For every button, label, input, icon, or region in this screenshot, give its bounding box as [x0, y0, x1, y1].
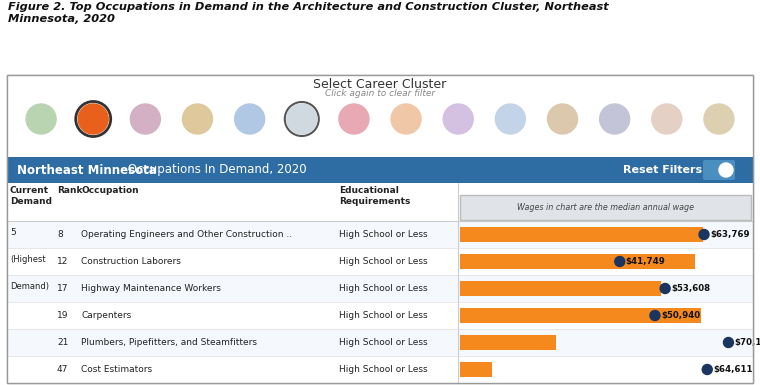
- Circle shape: [704, 104, 734, 134]
- Text: Reset Filters: Reset Filters: [623, 165, 702, 175]
- FancyBboxPatch shape: [460, 195, 751, 220]
- Circle shape: [287, 104, 317, 134]
- Text: 47: 47: [57, 365, 68, 374]
- Text: Carpenters: Carpenters: [81, 311, 131, 320]
- Text: $41,749: $41,749: [625, 257, 666, 266]
- Text: 12: 12: [57, 257, 68, 266]
- Text: (Highest: (Highest: [10, 255, 46, 264]
- FancyBboxPatch shape: [7, 248, 753, 275]
- Circle shape: [650, 310, 660, 320]
- Text: $64,611: $64,611: [713, 365, 752, 374]
- Text: Current
Demand: Current Demand: [10, 186, 52, 206]
- Circle shape: [702, 365, 712, 375]
- Text: Highway Maintenance Workers: Highway Maintenance Workers: [81, 284, 221, 293]
- FancyBboxPatch shape: [460, 362, 492, 377]
- FancyBboxPatch shape: [460, 254, 695, 270]
- Circle shape: [724, 338, 733, 348]
- Text: High School or Less: High School or Less: [339, 284, 428, 293]
- FancyBboxPatch shape: [460, 335, 556, 350]
- Text: Minnesota, 2020: Minnesota, 2020: [8, 14, 115, 24]
- Text: 17: 17: [57, 284, 68, 293]
- Text: $50,940: $50,940: [661, 311, 700, 320]
- Text: Plumbers, Pipefitters, and Steamfitters: Plumbers, Pipefitters, and Steamfitters: [81, 338, 257, 347]
- Circle shape: [699, 229, 709, 239]
- FancyBboxPatch shape: [7, 183, 753, 383]
- FancyBboxPatch shape: [7, 275, 753, 302]
- Text: Construction Laborers: Construction Laborers: [81, 257, 181, 266]
- Text: 19: 19: [57, 311, 68, 320]
- Circle shape: [660, 283, 670, 293]
- Circle shape: [652, 104, 682, 134]
- Circle shape: [547, 104, 578, 134]
- FancyBboxPatch shape: [460, 281, 661, 296]
- FancyBboxPatch shape: [7, 302, 753, 329]
- Circle shape: [182, 104, 213, 134]
- Circle shape: [443, 104, 473, 134]
- FancyBboxPatch shape: [460, 227, 702, 242]
- Text: High School or Less: High School or Less: [339, 311, 428, 320]
- FancyBboxPatch shape: [7, 221, 753, 248]
- FancyBboxPatch shape: [7, 157, 753, 183]
- Circle shape: [496, 104, 525, 134]
- Circle shape: [78, 104, 108, 134]
- Text: $70,151: $70,151: [734, 338, 760, 347]
- Text: Occupations In Demand, 2020: Occupations In Demand, 2020: [124, 164, 306, 176]
- Text: High School or Less: High School or Less: [339, 338, 428, 347]
- Text: Cost Estimators: Cost Estimators: [81, 365, 152, 374]
- Text: Educational
Requirements: Educational Requirements: [339, 186, 410, 206]
- Circle shape: [719, 163, 733, 177]
- Text: $53,608: $53,608: [671, 284, 711, 293]
- FancyBboxPatch shape: [7, 356, 753, 383]
- Text: Demand): Demand): [10, 282, 49, 291]
- Text: 21: 21: [57, 338, 68, 347]
- Circle shape: [131, 104, 160, 134]
- Text: 8: 8: [57, 230, 63, 239]
- Circle shape: [26, 104, 56, 134]
- Circle shape: [391, 104, 421, 134]
- FancyBboxPatch shape: [703, 160, 735, 180]
- FancyBboxPatch shape: [7, 329, 753, 356]
- Text: Northeast Minnesota: Northeast Minnesota: [17, 164, 157, 176]
- Text: High School or Less: High School or Less: [339, 230, 428, 239]
- Text: Select Career Cluster: Select Career Cluster: [313, 78, 447, 91]
- Text: Click again to clear filter: Click again to clear filter: [325, 89, 435, 98]
- FancyBboxPatch shape: [460, 308, 701, 323]
- FancyBboxPatch shape: [7, 75, 753, 383]
- Text: Rank: Rank: [57, 186, 83, 195]
- Circle shape: [235, 104, 264, 134]
- Text: $63,769: $63,769: [710, 230, 749, 239]
- Text: Operating Engineers and Other Construction ..: Operating Engineers and Other Constructi…: [81, 230, 292, 239]
- Circle shape: [615, 256, 625, 266]
- Text: Figure 2. Top Occupations in Demand in the Architecture and Construction Cluster: Figure 2. Top Occupations in Demand in t…: [8, 2, 609, 12]
- Text: 5: 5: [10, 228, 16, 237]
- Circle shape: [600, 104, 629, 134]
- Text: Wages in chart are the median annual wage: Wages in chart are the median annual wag…: [517, 203, 694, 212]
- Circle shape: [339, 104, 369, 134]
- Text: Occupation: Occupation: [81, 186, 138, 195]
- FancyBboxPatch shape: [7, 75, 753, 157]
- Text: High School or Less: High School or Less: [339, 257, 428, 266]
- Text: High School or Less: High School or Less: [339, 365, 428, 374]
